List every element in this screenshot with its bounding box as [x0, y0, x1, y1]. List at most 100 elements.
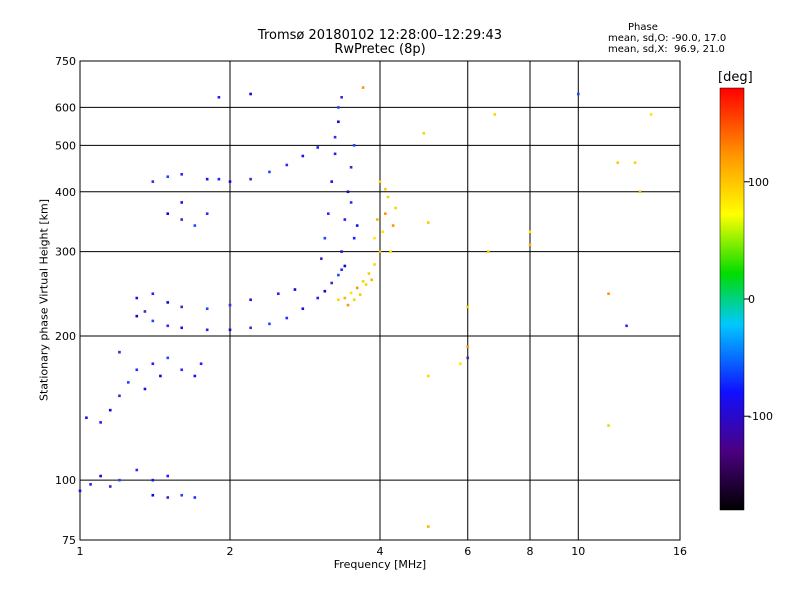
- x-mode-point: [493, 113, 497, 116]
- o-mode-point: [330, 180, 334, 183]
- o-mode-point: [343, 218, 347, 221]
- x-mode-point: [370, 278, 374, 282]
- o-mode-point: [151, 180, 155, 183]
- chart-title-line1: Tromsø 20180102 12:28:00–12:29:43: [257, 28, 503, 43]
- x-mode-point: [343, 296, 347, 300]
- x-tick-label: 10: [571, 545, 585, 558]
- o-mode-point: [340, 95, 343, 99]
- o-mode-point: [159, 374, 162, 378]
- o-mode-point: [301, 154, 305, 158]
- o-mode-point: [166, 324, 170, 328]
- x-mode-point: [607, 292, 610, 296]
- o-mode-point: [199, 362, 203, 366]
- y-tick-label: 600: [55, 101, 76, 114]
- o-mode-point: [78, 489, 82, 493]
- o-mode-point: [228, 303, 232, 307]
- o-mode-point: [193, 224, 197, 227]
- o-mode-point: [352, 236, 356, 240]
- phase-stats-x: mean, sd,X: 96.9, 21.0: [608, 44, 725, 55]
- o-mode-point: [126, 381, 130, 384]
- x-mode-point: [384, 212, 387, 215]
- o-mode-point: [151, 478, 155, 482]
- x-mode-point: [487, 250, 490, 253]
- o-mode-point: [333, 152, 337, 156]
- x-mode-point: [466, 305, 470, 309]
- x-mode-point: [394, 206, 397, 210]
- o-mode-point: [143, 310, 147, 313]
- phase-title: Phase: [628, 22, 658, 33]
- x-mode-point: [528, 243, 532, 247]
- y-tick-label: 400: [55, 186, 76, 199]
- x-tick-label: 16: [673, 545, 687, 558]
- o-mode-point: [355, 224, 359, 227]
- x-mode-point: [337, 298, 340, 302]
- y-tick-label: 300: [55, 246, 76, 259]
- o-mode-point: [85, 416, 88, 420]
- o-mode-point: [166, 212, 170, 215]
- o-mode-point: [343, 264, 347, 268]
- x-mode-point: [375, 218, 379, 221]
- o-mode-point: [151, 362, 155, 366]
- o-mode-point: [166, 175, 170, 179]
- x-mode-point: [389, 250, 392, 253]
- o-mode-point: [166, 301, 170, 304]
- x-tick-label: 6: [464, 545, 471, 558]
- o-mode-point: [323, 289, 327, 293]
- o-mode-point: [327, 212, 330, 215]
- chart-title-line2: RwPretec (8p): [334, 42, 426, 57]
- o-mode-point: [340, 268, 343, 272]
- o-mode-point: [249, 177, 252, 181]
- x-mode-point: [373, 263, 376, 266]
- x-tick-label: 2: [227, 545, 234, 558]
- o-mode-point: [180, 201, 184, 204]
- o-mode-point: [320, 257, 323, 260]
- o-mode-point: [166, 356, 170, 360]
- o-mode-point: [151, 292, 155, 296]
- o-mode-point: [352, 144, 356, 147]
- o-mode-point: [180, 305, 184, 309]
- x-mode-point: [386, 195, 390, 199]
- x-mode-point: [373, 236, 376, 240]
- x-mode-point: [346, 303, 350, 307]
- o-mode-point: [316, 296, 320, 300]
- o-mode-point: [135, 314, 139, 318]
- x-axis-label: Frequency [MHz]: [333, 558, 427, 571]
- o-mode-point: [205, 212, 209, 215]
- o-mode-point: [466, 356, 470, 360]
- x-mode-point: [384, 187, 387, 191]
- o-mode-point: [135, 468, 139, 472]
- o-mode-point: [349, 165, 353, 169]
- axis-tick-labels: 1 2 4 6 8 10 16 75 100 200 300 400 500 600 750: [55, 55, 687, 558]
- x-mode-point: [426, 221, 430, 224]
- o-mode-point: [118, 350, 121, 354]
- y-tick-label: 75: [62, 534, 76, 547]
- o-mode-point: [143, 387, 147, 391]
- x-mode-point: [466, 345, 470, 348]
- o-mode-point: [268, 322, 271, 326]
- y-tick-label: 100: [55, 474, 76, 487]
- o-mode-point: [180, 493, 184, 497]
- x-mode-point: [422, 131, 426, 135]
- colorbar: [719, 87, 745, 511]
- x-mode-point: [349, 291, 353, 295]
- o-mode-point: [276, 292, 280, 296]
- o-mode-point: [180, 368, 184, 372]
- x-mode-point: [355, 286, 359, 290]
- x-tick-label: 4: [377, 545, 384, 558]
- o-mode-point: [340, 250, 343, 253]
- o-mode-point: [249, 326, 252, 330]
- o-mode-point: [249, 92, 252, 96]
- o-mode-point: [193, 496, 197, 499]
- grid-lines: [80, 61, 680, 540]
- o-mode-point: [205, 307, 209, 311]
- o-mode-point: [118, 394, 121, 398]
- o-mode-point: [330, 281, 334, 285]
- x-mode-point: [367, 272, 371, 275]
- x-tick-label: 8: [527, 545, 534, 558]
- y-axis-label: Stationary phase Virtual Height [km]: [37, 198, 51, 402]
- y-tick-label: 200: [55, 330, 76, 343]
- o-mode-point: [205, 177, 209, 181]
- o-mode-point: [333, 135, 337, 139]
- y-tick-label: 750: [55, 55, 76, 68]
- data-points: [78, 86, 653, 528]
